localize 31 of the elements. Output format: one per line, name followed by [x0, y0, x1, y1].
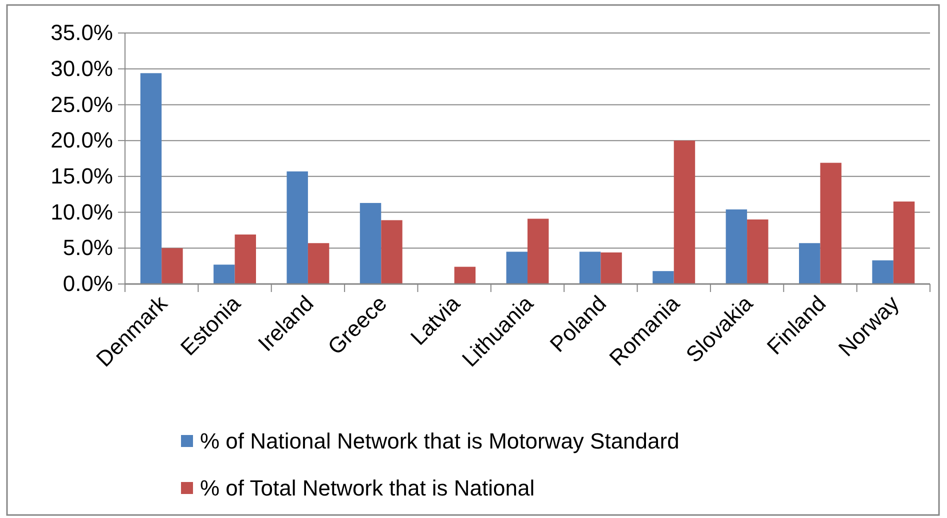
bar: [726, 209, 748, 284]
y-tick-label: 25.0%: [50, 92, 113, 117]
bar: [162, 248, 183, 284]
bar: [308, 243, 330, 284]
bar: [600, 252, 622, 284]
bar: [747, 219, 768, 284]
bar: [652, 271, 674, 284]
y-tick-label: 10.0%: [50, 199, 113, 224]
bar: [872, 260, 894, 284]
bar: [381, 220, 402, 284]
bar: [286, 171, 308, 284]
bar: [140, 73, 162, 284]
bar: [893, 202, 915, 284]
y-tick-label: 20.0%: [50, 128, 113, 153]
legend-label: % of Total Network that is National: [200, 476, 535, 501]
bar: [528, 218, 549, 284]
bar: [214, 264, 235, 284]
bar: [579, 252, 601, 284]
bar: [506, 252, 528, 284]
bar: [799, 243, 820, 284]
y-tick-label: 5.0%: [62, 235, 113, 260]
y-tick-label: 30.0%: [50, 56, 113, 81]
y-tick-label: 15.0%: [50, 163, 113, 188]
legend-label: % of National Network that is Motorway Standard: [200, 428, 680, 454]
y-tick-label: 35.0%: [50, 20, 113, 46]
bar: [234, 234, 256, 284]
y-tick-label: 0.0%: [62, 271, 113, 296]
bar: [360, 202, 382, 284]
bar: [820, 162, 842, 284]
bar: [674, 140, 696, 284]
bar: [454, 266, 476, 284]
